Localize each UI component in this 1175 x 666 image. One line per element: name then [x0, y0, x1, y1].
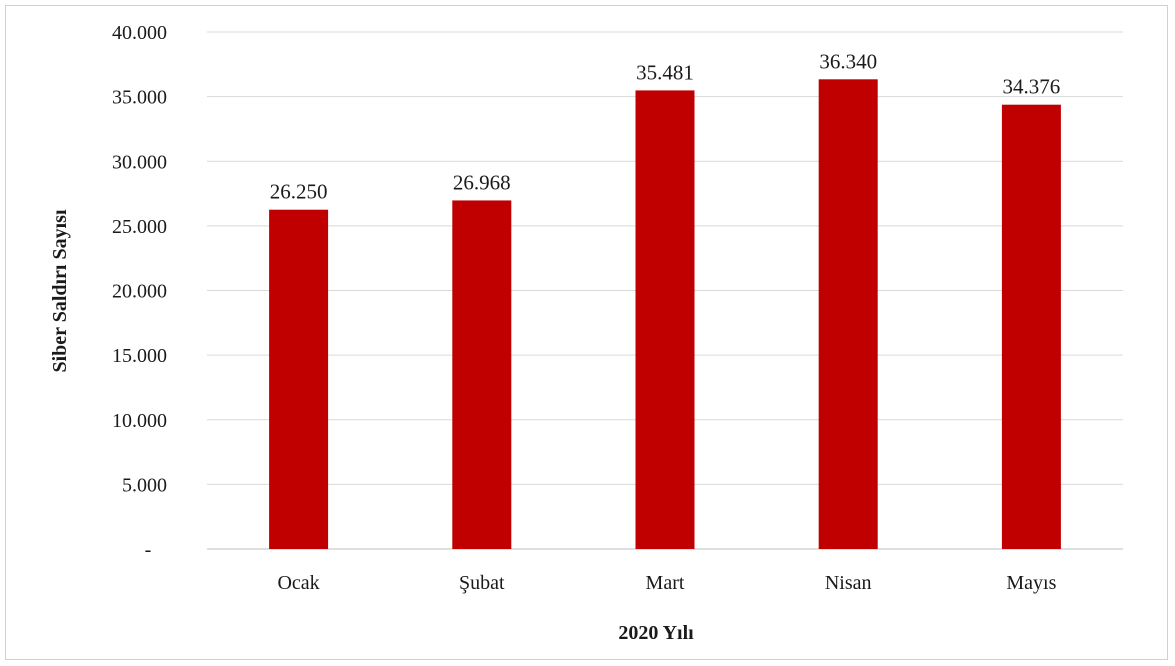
data-labels: 26.250 26.968 35.481 36.340 34.376 — [270, 49, 1061, 203]
x-axis-title: 2020 Yılı — [618, 622, 694, 644]
bar — [818, 79, 878, 550]
data-label: 26.968 — [453, 170, 511, 194]
x-tick-label: Nisan — [825, 572, 872, 594]
data-label: 35.481 — [636, 60, 694, 84]
y-axis-ticks: - 5.000 10.000 15.000 20.000 25.000 30.000 35.0… — [112, 22, 167, 561]
x-tick-label: Mart — [646, 572, 685, 594]
bar — [635, 90, 695, 549]
bar — [452, 200, 512, 549]
x-tick-label: Şubat — [459, 572, 505, 594]
x-tick-label: Ocak — [277, 572, 319, 594]
y-tick-label: 15.000 — [112, 345, 167, 367]
bar — [269, 209, 329, 549]
x-axis-ticks: Ocak Şubat Mart Nisan Mayıs — [277, 572, 1056, 594]
y-tick-label: 40.000 — [112, 22, 167, 44]
y-axis-title: Siber Saldırı Sayısı — [49, 209, 71, 372]
chart-frame — [5, 5, 1168, 660]
y-tick-label: 10.000 — [112, 410, 167, 432]
y-tick-label: 25.000 — [112, 216, 167, 238]
bars — [269, 79, 1061, 550]
data-label: 34.376 — [1003, 75, 1061, 99]
y-tick-label: 20.000 — [112, 281, 167, 303]
y-tick-label: - — [145, 539, 152, 561]
y-tick-label: 5.000 — [122, 474, 167, 496]
y-tick-label: 35.000 — [112, 87, 167, 109]
data-label: 26.250 — [270, 180, 328, 204]
bar — [1001, 104, 1061, 550]
y-tick-label: 30.000 — [112, 151, 167, 173]
x-tick-label: Mayıs — [1006, 572, 1056, 594]
data-label: 36.340 — [819, 49, 877, 73]
